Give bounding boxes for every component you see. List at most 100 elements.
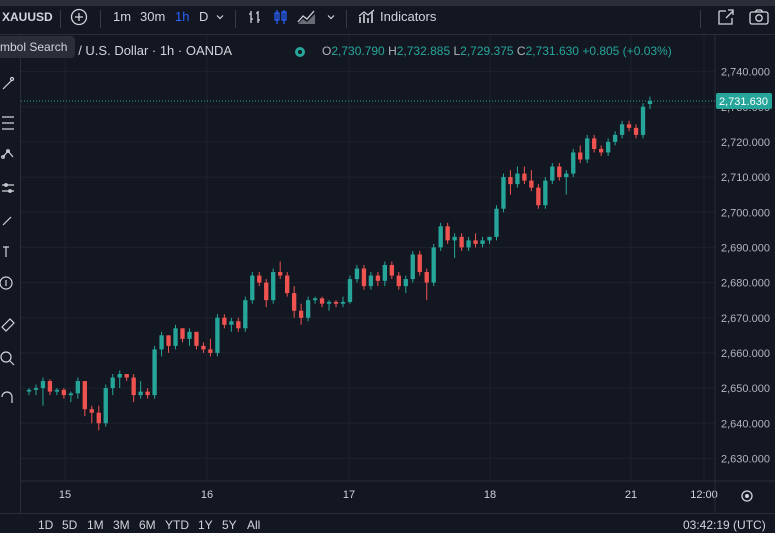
candle-body[interactable]	[312, 298, 318, 301]
candle-body[interactable]	[633, 127, 639, 135]
interval-1m[interactable]: 1m	[113, 9, 132, 24]
candle-body[interactable]	[96, 412, 101, 424]
candle-body[interactable]	[431, 247, 436, 283]
candle-body[interactable]	[187, 331, 192, 339]
range-3m[interactable]: 3M	[113, 518, 130, 532]
candle-body[interactable]	[550, 166, 555, 181]
candle-body[interactable]	[459, 236, 464, 248]
candle-body[interactable]	[501, 177, 506, 209]
candle-body[interactable]	[529, 180, 534, 188]
candle-body[interactable]	[103, 388, 108, 424]
bars-chart-icon[interactable]	[246, 8, 264, 26]
candle-body[interactable]	[605, 141, 611, 153]
candle-body[interactable]	[138, 391, 143, 396]
candle-body[interactable]	[354, 268, 360, 280]
candle-body[interactable]	[54, 389, 60, 392]
candle-body[interactable]	[222, 317, 227, 325]
range-5y[interactable]: 5Y	[222, 518, 237, 532]
candle-body[interactable]	[578, 152, 583, 160]
candle-body[interactable]	[522, 173, 527, 181]
fullscreen-icon[interactable]	[716, 7, 736, 27]
candle-body[interactable]	[298, 310, 304, 318]
candle-body[interactable]	[612, 134, 618, 142]
interval-d[interactable]: D	[199, 9, 209, 24]
candle-body[interactable]	[145, 391, 150, 396]
chevron-down-icon[interactable]	[326, 12, 336, 22]
candle-body[interactable]	[396, 275, 401, 287]
candle-body[interactable]	[598, 148, 604, 153]
candle-body[interactable]	[647, 101, 653, 104]
candle-body[interactable]	[543, 180, 548, 206]
candle-body[interactable]	[368, 275, 374, 287]
candle-body[interactable]	[515, 173, 520, 185]
candle-body[interactable]	[166, 335, 171, 346]
candle-body[interactable]	[47, 381, 53, 392]
candle-body[interactable]	[640, 106, 646, 135]
candle-body[interactable]	[291, 293, 297, 311]
candle-body[interactable]	[326, 301, 332, 304]
candle-body[interactable]	[229, 321, 234, 325]
candle-body[interactable]	[208, 349, 213, 353]
candle-body[interactable]	[89, 409, 94, 413]
drawing-tools-icons[interactable]	[0, 35, 20, 513]
candle-body[interactable]	[257, 275, 262, 283]
candle-body[interactable]	[424, 272, 429, 283]
candle-body[interactable]	[305, 300, 311, 318]
candle-body[interactable]	[124, 374, 129, 378]
candle-body[interactable]	[508, 177, 513, 185]
candle-body[interactable]	[571, 152, 576, 174]
candlestick-chart[interactable]: 2,740.0002,730.0002,720.0002,710.0002,70…	[21, 35, 775, 513]
candle-body[interactable]	[403, 279, 408, 287]
candle-body[interactable]	[466, 240, 471, 248]
candle-body[interactable]	[382, 265, 388, 281]
candle-body[interactable]	[333, 301, 339, 304]
candle-body[interactable]	[417, 254, 422, 273]
chevron-down-icon[interactable]	[215, 12, 225, 22]
candle-body[interactable]	[61, 389, 67, 396]
area-chart-icon[interactable]	[296, 8, 318, 26]
candle-body[interactable]	[487, 236, 492, 241]
candle-body[interactable]	[585, 138, 590, 160]
candle-body[interactable]	[152, 349, 157, 396]
indicators-button[interactable]: Indicators	[380, 9, 437, 24]
candle-body[interactable]	[452, 236, 457, 241]
candle-body[interactable]	[494, 208, 499, 237]
candle-body[interactable]	[82, 381, 87, 410]
candle-body[interactable]	[438, 226, 443, 248]
candle-body[interactable]	[159, 335, 164, 350]
candle-body[interactable]	[361, 268, 367, 287]
symbol-button[interactable]: XAUUSD	[2, 10, 53, 24]
interval-1h[interactable]: 1h	[175, 9, 190, 24]
candle-body[interactable]	[445, 226, 450, 241]
candle-body[interactable]	[564, 173, 569, 178]
candle-body[interactable]	[410, 254, 415, 280]
candle-body[interactable]	[215, 317, 220, 353]
candle-body[interactable]	[536, 187, 541, 206]
candle-body[interactable]	[557, 166, 562, 178]
candle-body[interactable]	[33, 388, 39, 390]
candle-body[interactable]	[480, 240, 485, 244]
candle-body[interactable]	[592, 138, 597, 149]
candle-body[interactable]	[194, 331, 199, 346]
candle-body[interactable]	[236, 321, 241, 329]
chart-area[interactable]: 2,740.0002,730.0002,720.0002,710.0002,70…	[21, 35, 775, 513]
candle-body[interactable]	[110, 377, 115, 389]
candle-body[interactable]	[180, 328, 185, 339]
plus-circle-icon[interactable]	[70, 8, 88, 26]
candle-body[interactable]	[68, 393, 74, 396]
candle-body[interactable]	[285, 275, 290, 294]
candle-body[interactable]	[619, 124, 625, 135]
candle-body[interactable]	[40, 381, 46, 389]
candle-body[interactable]	[26, 389, 32, 392]
candle-body[interactable]	[250, 275, 255, 301]
candle-body[interactable]	[626, 124, 632, 128]
range-5d[interactable]: 5D	[62, 518, 78, 532]
candle-body[interactable]	[389, 265, 394, 276]
clock-time[interactable]: 03:42:19 (UTC)	[683, 518, 766, 532]
range-1m[interactable]: 1M	[87, 518, 104, 532]
candles-chart-icon[interactable]	[272, 8, 290, 26]
candle-body[interactable]	[271, 272, 276, 301]
candle-body[interactable]	[75, 381, 81, 394]
interval-30m[interactable]: 30m	[140, 9, 166, 24]
candle-body[interactable]	[340, 301, 346, 304]
